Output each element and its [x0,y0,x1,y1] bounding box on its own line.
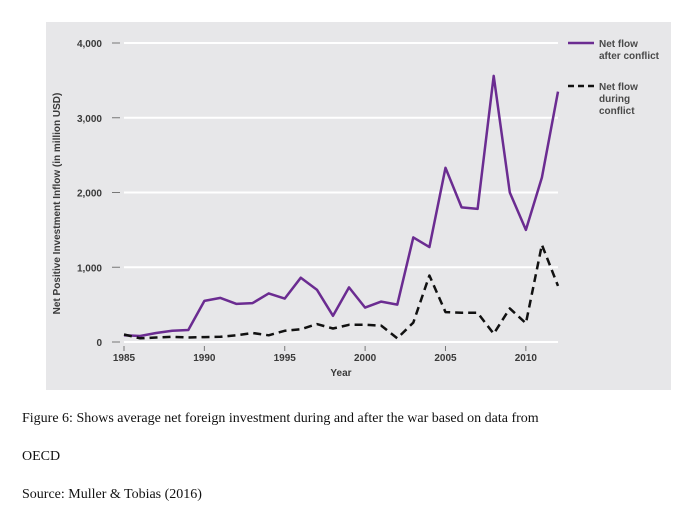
legend-label: after conflict [599,51,660,62]
x-tick-label: 1990 [193,353,216,364]
chart-panel: 0 1,000 2,000 3,000 4,000 1985 1990 1995 2000 200… [46,22,671,390]
figure-caption-continued: OECD [22,449,61,464]
y-tick-label: 2,000 [77,189,102,200]
line-chart: 0 1,000 2,000 3,000 4,000 1985 1990 1995 2000 200… [52,39,660,379]
x-axis-title: Year [330,368,351,379]
x-tick-label: 1985 [113,353,136,364]
legend-label: during [599,94,630,105]
y-tick-label: 3,000 [77,114,102,125]
figure-caption: Figure 6: Shows average net foreign inve… [22,411,539,426]
series-line-during-conflict [123,243,560,340]
source-citation: Source: Muller & Tobias (2016) [22,487,202,502]
y-tick-label: 0 [96,338,102,349]
y-tick-label: 4,000 [77,39,102,50]
x-tick-label: 1995 [274,353,297,364]
x-tick-label: 2000 [354,353,377,364]
legend-label: conflict [599,106,635,117]
legend-label: Net flow [599,82,638,93]
x-tick-label: 2010 [515,353,538,364]
series-line-after-conflict [123,74,560,338]
y-axis-title: Net Positive Investment Inflow (in milli… [52,93,63,315]
y-tick-label: 1,000 [77,263,102,274]
legend-label: Net flow [599,39,638,50]
x-tick-label: 2005 [434,353,457,364]
